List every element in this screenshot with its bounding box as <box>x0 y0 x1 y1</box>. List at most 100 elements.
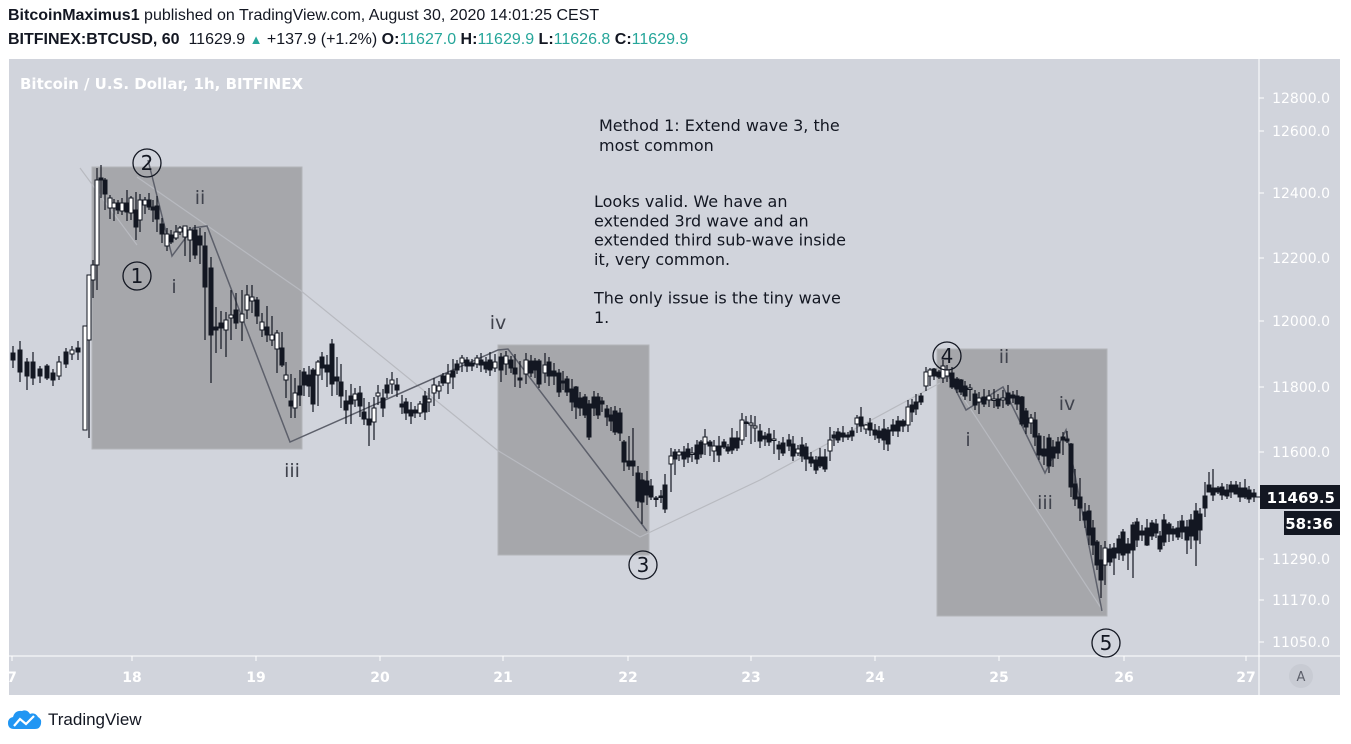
candle <box>469 359 475 371</box>
candle <box>913 394 919 415</box>
price-tick-label: 11170.0 <box>1272 593 1330 609</box>
candle <box>604 405 610 426</box>
price-tick-label: 12000.0 <box>1272 314 1330 330</box>
candle <box>849 427 855 441</box>
candle <box>817 448 823 468</box>
wave-label-circled[interactable]: 4 <box>932 341 962 371</box>
time-axis[interactable]: 7 18 19 20 21 22 23 24 25 26 27 <box>7 656 1256 686</box>
candle <box>721 439 727 449</box>
svg-text:5: 5 <box>1100 631 1113 655</box>
wave-label-circled[interactable]: 1 <box>122 261 152 291</box>
candle <box>1251 489 1257 502</box>
auto-scale-label[interactable]: A <box>1297 670 1306 685</box>
wave-label-circled[interactable]: 5 <box>1091 628 1121 658</box>
candle <box>900 419 906 432</box>
svg-text:iv: iv <box>490 312 507 334</box>
candle <box>218 311 224 349</box>
candle <box>384 378 390 398</box>
candle <box>1072 469 1078 506</box>
candle <box>1019 396 1025 426</box>
svg-text:iii: iii <box>284 460 300 482</box>
candle <box>757 424 763 448</box>
candle <box>310 368 316 412</box>
candles <box>10 165 1257 598</box>
candle <box>995 394 1001 409</box>
subwave-label[interactable]: iii <box>1037 492 1053 514</box>
candle <box>508 356 514 373</box>
candle <box>264 306 270 342</box>
subwave-label[interactable]: i <box>965 429 970 451</box>
brand-name: TradingView <box>48 710 142 729</box>
candle <box>685 443 691 463</box>
wave-label-circled[interactable]: 3 <box>628 550 658 580</box>
candle <box>306 366 312 397</box>
candle <box>1005 385 1011 406</box>
subwave-label[interactable]: ii <box>195 187 206 209</box>
wave-box[interactable] <box>936 348 1108 617</box>
candle <box>881 419 887 450</box>
candle <box>459 355 465 372</box>
chart-legend-title: Bitcoin / U.S. Dollar, 1h, BITFINEX <box>20 75 303 93</box>
candle <box>239 290 245 341</box>
candle <box>454 360 460 374</box>
candle <box>478 353 484 372</box>
candle <box>244 285 250 319</box>
candle <box>766 428 772 446</box>
candle <box>795 445 801 456</box>
price-change: +137.9 (+1.2%) <box>266 31 378 48</box>
candle <box>1125 538 1131 570</box>
comment-line: Looks valid. We have an <box>594 192 788 211</box>
trend-line[interactable] <box>946 372 1104 612</box>
candle <box>595 393 601 419</box>
candle <box>1014 390 1020 410</box>
published-text: published on TradingView.com, August 30,… <box>139 7 600 24</box>
candle <box>324 355 330 387</box>
candle <box>776 441 782 460</box>
trend-line[interactable] <box>136 176 941 538</box>
candle <box>283 362 289 398</box>
wave-path[interactable] <box>147 159 648 532</box>
candle <box>137 194 143 232</box>
subwave-label[interactable]: iii <box>284 460 300 482</box>
subwave-label[interactable]: iv <box>1059 393 1076 415</box>
subwave-label[interactable]: iv <box>490 312 507 334</box>
price-axis[interactable]: 12800.0 12600.0 12400.0 12200.0 12000.0 11800… <box>1259 91 1330 651</box>
candle <box>630 428 636 476</box>
author-name[interactable]: BitcoinMaximus1 <box>8 7 140 24</box>
candle <box>1237 482 1243 502</box>
svg-text:i: i <box>171 276 176 298</box>
candle <box>931 368 937 380</box>
candle <box>573 386 579 419</box>
candle <box>835 428 841 443</box>
candle <box>523 353 529 384</box>
candle <box>187 227 193 262</box>
candle <box>361 398 367 425</box>
date-tick-label: 22 <box>618 670 637 686</box>
candle <box>617 408 623 441</box>
candle <box>380 389 386 417</box>
candle <box>24 358 30 390</box>
candle <box>1233 481 1239 495</box>
candle <box>168 230 174 244</box>
subwave-label[interactable]: i <box>171 276 176 298</box>
subwave-label[interactable]: ii <box>999 346 1010 368</box>
candle <box>94 168 100 290</box>
candle <box>228 290 234 340</box>
candle <box>173 225 179 240</box>
wave-label-circled[interactable]: 2 <box>132 148 162 178</box>
auto-scale-button[interactable] <box>1289 664 1313 688</box>
footer-brand[interactable]: TradingView <box>8 709 142 731</box>
candle <box>269 316 275 346</box>
candle <box>10 346 16 368</box>
candle <box>658 490 664 503</box>
candle <box>1130 522 1136 578</box>
candle <box>1166 522 1172 542</box>
candle <box>1036 433 1042 460</box>
candle <box>82 325 88 431</box>
candle <box>69 346 75 360</box>
candle <box>436 381 442 399</box>
candle <box>716 436 722 462</box>
symbol-label: BITFINEX:BTCUSD, 60 <box>8 31 180 48</box>
candle <box>487 352 493 376</box>
